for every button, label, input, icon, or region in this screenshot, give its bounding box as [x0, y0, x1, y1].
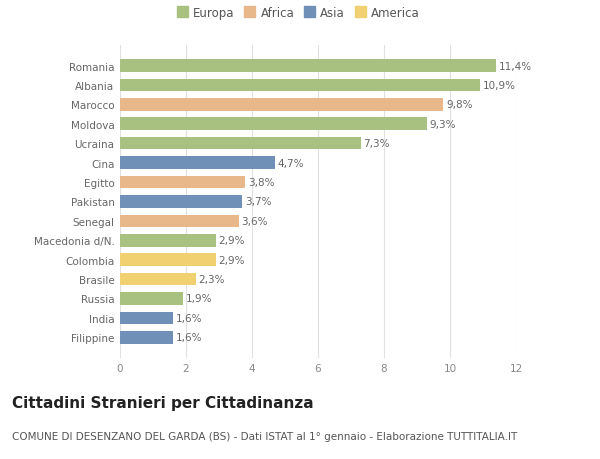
Bar: [120, 99, 443, 112]
Bar: [120, 254, 215, 266]
Text: 4,7%: 4,7%: [278, 158, 304, 168]
Text: 3,7%: 3,7%: [245, 197, 271, 207]
Bar: [120, 273, 196, 286]
Bar: [120, 312, 173, 325]
Bar: [120, 60, 496, 73]
Bar: [120, 79, 479, 92]
Text: COMUNE DI DESENZANO DEL GARDA (BS) - Dati ISTAT al 1° gennaio - Elaborazione TUT: COMUNE DI DESENZANO DEL GARDA (BS) - Dat…: [12, 431, 517, 442]
Text: 3,8%: 3,8%: [248, 178, 275, 188]
Text: 1,6%: 1,6%: [175, 333, 202, 342]
Bar: [120, 331, 173, 344]
Text: 1,9%: 1,9%: [185, 294, 212, 304]
Bar: [120, 157, 275, 169]
Bar: [120, 176, 245, 189]
Text: 11,4%: 11,4%: [499, 62, 532, 71]
Bar: [120, 196, 242, 208]
Text: Cittadini Stranieri per Cittadinanza: Cittadini Stranieri per Cittadinanza: [12, 395, 314, 410]
Text: 3,6%: 3,6%: [241, 216, 268, 226]
Text: 10,9%: 10,9%: [482, 81, 515, 91]
Text: 9,8%: 9,8%: [446, 100, 473, 110]
Legend: Europa, Africa, Asia, America: Europa, Africa, Asia, America: [174, 5, 422, 22]
Text: 2,9%: 2,9%: [218, 236, 245, 246]
Text: 2,3%: 2,3%: [199, 274, 225, 285]
Text: 1,6%: 1,6%: [175, 313, 202, 323]
Bar: [120, 138, 361, 150]
Bar: [120, 118, 427, 131]
Text: 9,3%: 9,3%: [430, 119, 456, 129]
Text: 7,3%: 7,3%: [364, 139, 390, 149]
Text: 2,9%: 2,9%: [218, 255, 245, 265]
Bar: [120, 215, 239, 228]
Bar: [120, 292, 182, 305]
Bar: [120, 235, 215, 247]
